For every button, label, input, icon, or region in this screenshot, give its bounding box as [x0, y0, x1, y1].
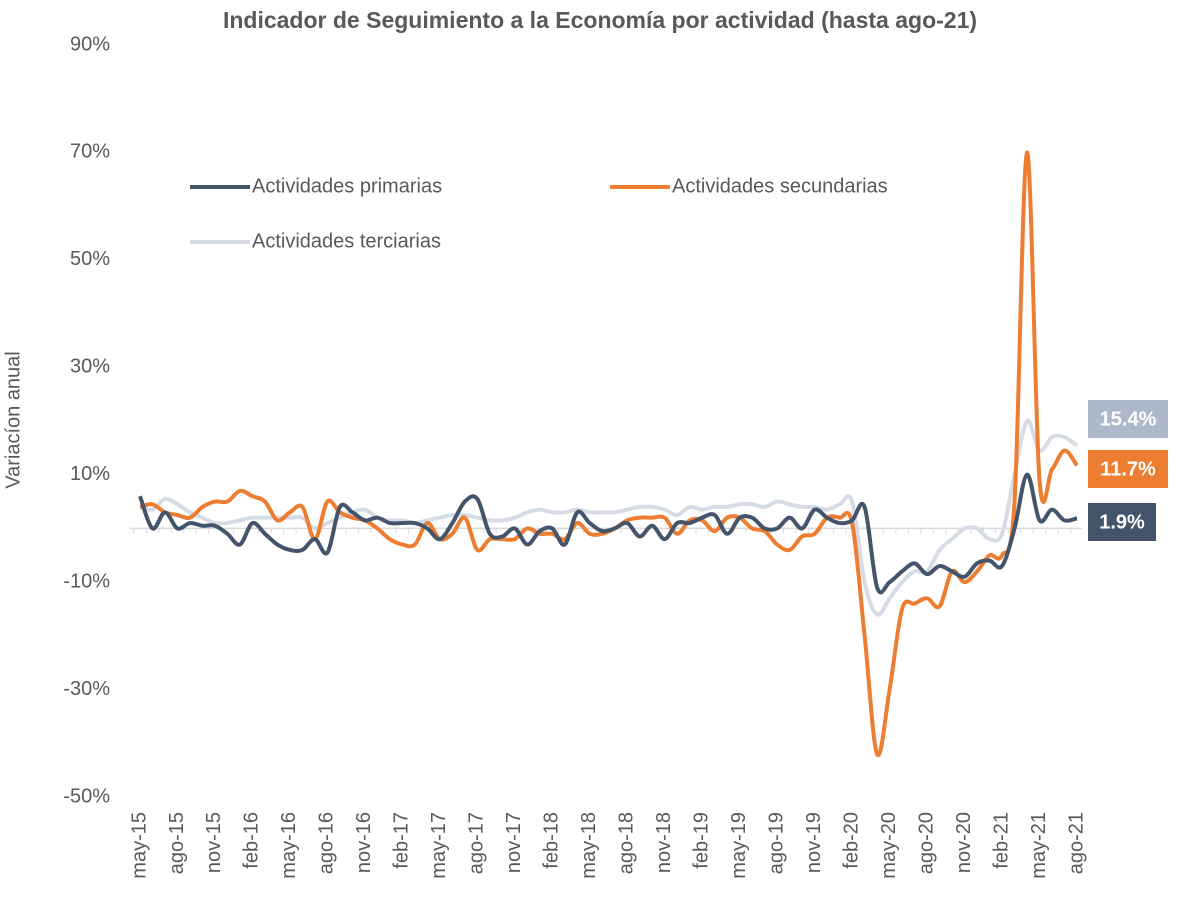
end-label: 11.7%	[1100, 458, 1156, 480]
y-tick-label: 50%	[70, 248, 110, 270]
end-label-box	[1088, 400, 1168, 438]
y-tick-label: 10%	[70, 463, 110, 485]
legend-label: Actividades terciarias	[252, 230, 441, 252]
series-line	[138, 472, 1078, 595]
x-tick-label: feb-16	[241, 812, 263, 869]
end-label-box	[1088, 450, 1168, 488]
x-tick-label: nov-18	[653, 812, 675, 873]
series-line	[139, 418, 1079, 617]
x-tick-label: feb-20	[840, 812, 862, 869]
y-tick-label: 70%	[70, 141, 110, 163]
x-tick-label: ago-20	[915, 812, 937, 874]
x-tick-label: ago-19	[765, 812, 787, 874]
x-tick-label: may-21	[1028, 812, 1050, 879]
y-tick-label: -50%	[63, 785, 110, 807]
x-tick-label: may-20	[878, 812, 900, 879]
end-label-box	[1088, 503, 1156, 541]
x-tick-label: feb-17	[391, 812, 413, 869]
y-axis-title: Variacíon anual	[2, 351, 24, 489]
x-tick-label: may-18	[578, 812, 600, 879]
x-tick-label: may-17	[428, 812, 450, 879]
x-tick-label: nov-15	[203, 812, 225, 873]
series-line	[139, 150, 1079, 758]
x-tick-label: nov-16	[353, 812, 375, 873]
x-tick-label: ago-16	[316, 812, 338, 874]
x-tick-label: ago-18	[616, 812, 638, 874]
x-tick-label: feb-19	[690, 812, 712, 869]
x-tick-label: feb-18	[541, 812, 563, 869]
x-tick-label: ago-17	[466, 812, 488, 874]
end-label: 1.9%	[1099, 511, 1145, 533]
legend-label: Actividades secundarias	[672, 175, 888, 197]
y-tick-label: -30%	[63, 678, 110, 700]
x-tick-label: may-15	[128, 812, 150, 879]
x-tick-label: ago-21	[1065, 812, 1087, 874]
end-label: 15.4%	[1100, 408, 1157, 430]
x-tick-label: nov-19	[803, 812, 825, 873]
x-tick-label: nov-17	[503, 812, 525, 873]
x-tick-label: feb-21	[990, 812, 1012, 869]
y-tick-label: 90%	[70, 33, 110, 55]
legend-label: Actividades primarias	[252, 175, 442, 197]
x-tick-label: nov-20	[953, 812, 975, 873]
y-tick-label: -10%	[63, 570, 110, 592]
x-tick-label: may-16	[278, 812, 300, 879]
chart-title: Indicador de Seguimiento a la Economía p…	[223, 7, 977, 33]
x-tick-label: may-19	[728, 812, 750, 879]
x-tick-label: ago-15	[166, 812, 188, 874]
y-tick-label: 30%	[70, 356, 110, 378]
